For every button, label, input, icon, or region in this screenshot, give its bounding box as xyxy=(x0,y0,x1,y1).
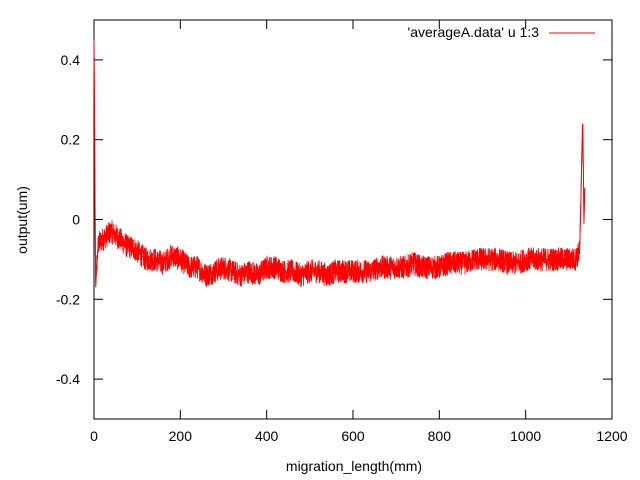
plot-frame xyxy=(93,19,613,420)
x-tick-label: 400 xyxy=(255,428,279,444)
y-axis-label: output(um) xyxy=(14,186,30,254)
y-tick-label: -0.2 xyxy=(56,291,80,307)
series-line-noise-0 xyxy=(93,39,586,288)
x-tick-label: 0 xyxy=(90,428,98,444)
y-tick-label: -0.4 xyxy=(56,371,80,387)
plot-border xyxy=(93,19,613,420)
y-tick-label: 0.2 xyxy=(61,132,81,148)
tick-labels: 0 200 400 600 800 1000 1200 0.4 0.2 0 -0.2 -0.4 xyxy=(56,52,628,444)
x-tick-label: 200 xyxy=(169,428,193,444)
y-tick-label: 0.4 xyxy=(61,52,81,68)
y-tick-label: 0 xyxy=(72,212,80,228)
plot-area xyxy=(93,39,586,288)
x-tick-label: 800 xyxy=(428,428,452,444)
x-axis-label: migration_length(mm) xyxy=(286,458,422,474)
legend-label: 'averageA.data' u 1:3 xyxy=(408,24,540,40)
x-tick-label: 1200 xyxy=(596,428,627,444)
series-line-0 xyxy=(93,39,586,288)
x-tick-label: 1000 xyxy=(510,428,541,444)
legend: 'averageA.data' u 1:3 xyxy=(408,24,595,40)
x-tick-label: 600 xyxy=(341,428,365,444)
axis-ticks xyxy=(93,20,613,419)
